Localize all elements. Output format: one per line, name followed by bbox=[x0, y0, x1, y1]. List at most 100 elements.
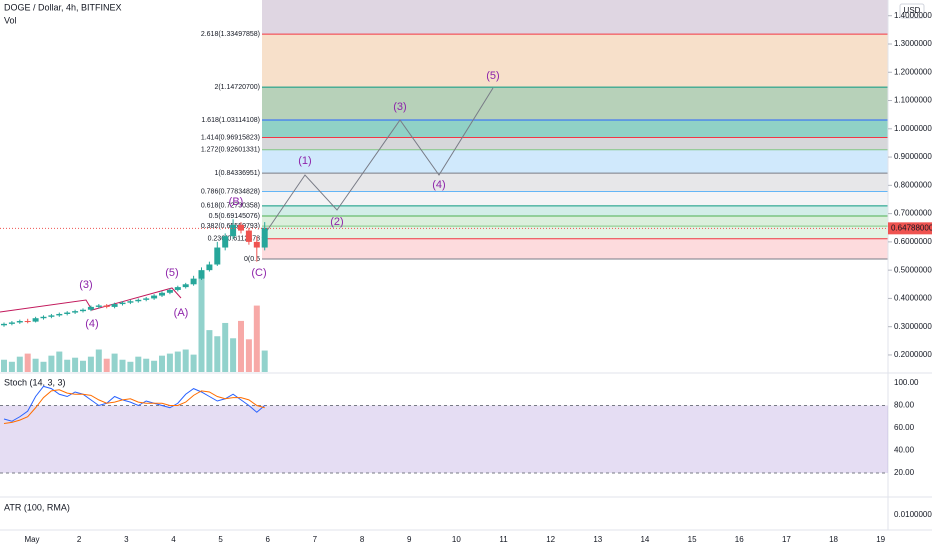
fib-zone bbox=[262, 137, 888, 150]
candle-body bbox=[103, 305, 110, 307]
candle-body bbox=[1, 323, 7, 326]
volume-bar bbox=[1, 359, 7, 372]
time-label: 5 bbox=[218, 535, 223, 544]
atr-tick-label: 0.01000000 bbox=[894, 510, 932, 519]
volume-bar bbox=[64, 359, 71, 372]
volume-bar bbox=[174, 351, 181, 372]
candle-body bbox=[64, 312, 71, 314]
stoch-band bbox=[0, 405, 888, 473]
fib-zone bbox=[262, 205, 888, 217]
candle-body bbox=[198, 270, 205, 279]
fib-label: 2(1.14720700) bbox=[214, 84, 260, 91]
time-label: 15 bbox=[688, 535, 697, 544]
time-label: 13 bbox=[593, 535, 602, 544]
volume-bar bbox=[135, 356, 142, 372]
fib-zone bbox=[262, 87, 888, 120]
fib-zone bbox=[262, 34, 888, 88]
volume-bar bbox=[261, 350, 268, 372]
stoch-k bbox=[3, 385, 266, 422]
candle-body bbox=[56, 313, 63, 316]
candle-body bbox=[48, 315, 55, 317]
wave-label: (B) bbox=[229, 196, 244, 208]
time-label: May bbox=[24, 535, 39, 544]
fib-label: 1.414(0.96915823) bbox=[201, 134, 260, 141]
fib-label: 0(0.5 bbox=[244, 256, 260, 263]
fib-label: 1.272(0.92601331) bbox=[201, 147, 260, 154]
volume-bar bbox=[40, 361, 47, 372]
candle-body bbox=[8, 322, 15, 324]
time-label: 14 bbox=[640, 535, 649, 544]
wave-label: (3) bbox=[79, 279, 92, 291]
candle-body bbox=[206, 264, 213, 271]
volume-bar bbox=[198, 278, 205, 372]
volume-bar bbox=[103, 358, 110, 372]
volume-label: Vol bbox=[4, 15, 17, 25]
symbol-title: DOGE / Dollar, 4h, BITFINEX bbox=[4, 2, 122, 12]
time-label: 3 bbox=[124, 535, 129, 544]
volume-bar bbox=[32, 358, 39, 372]
candle-body bbox=[238, 224, 244, 231]
candle-body bbox=[261, 227, 268, 248]
volume-bar bbox=[48, 355, 55, 372]
time-label: 11 bbox=[499, 535, 508, 544]
candle-body bbox=[159, 292, 165, 296]
fib-zone bbox=[262, 216, 888, 227]
volume-bar bbox=[214, 336, 221, 372]
time-label: 2 bbox=[77, 535, 82, 544]
time-label: 12 bbox=[546, 535, 555, 544]
time-label: 9 bbox=[407, 535, 412, 544]
time-label: 16 bbox=[735, 535, 744, 544]
candle-body bbox=[222, 236, 229, 248]
volume-bar bbox=[24, 353, 31, 372]
volume-bar bbox=[238, 320, 244, 372]
candle-body bbox=[151, 295, 158, 299]
candle-body bbox=[143, 298, 150, 300]
stoch-tick-label: 40.00 bbox=[894, 446, 915, 455]
volume-bar bbox=[222, 322, 229, 372]
volume-bar bbox=[159, 355, 165, 372]
currency-button[interactable] bbox=[899, 3, 925, 19]
candle-body bbox=[127, 301, 134, 303]
wave-label: (A) bbox=[174, 307, 189, 319]
candle-body bbox=[135, 299, 142, 302]
fib-zone bbox=[262, 226, 888, 239]
stoch-label: Stoch (14, 3, 3) bbox=[4, 377, 66, 387]
stoch-d bbox=[3, 389, 265, 424]
volume-bar bbox=[80, 360, 86, 372]
volume-bar bbox=[166, 353, 173, 372]
time-label: 18 bbox=[829, 535, 838, 544]
fib-label: 0.618(0.72730358) bbox=[201, 203, 260, 210]
stoch-tick-label: 60.00 bbox=[894, 423, 915, 432]
stoch-tick-label: 100.00 bbox=[894, 378, 919, 387]
volume-bar bbox=[151, 360, 158, 372]
fib-label: 1(0.84336951) bbox=[214, 170, 260, 177]
volume-bar bbox=[8, 361, 15, 372]
fib-zone bbox=[262, 0, 888, 35]
current-price-tag bbox=[888, 222, 932, 235]
candle-body bbox=[253, 241, 260, 248]
volume-bar bbox=[127, 361, 134, 372]
wave-label: (1) bbox=[298, 155, 311, 167]
volume-bar bbox=[87, 356, 94, 372]
volume-bar bbox=[16, 356, 23, 372]
fib-zone bbox=[262, 238, 888, 259]
fib-label: 1.618(1.03114108) bbox=[201, 117, 260, 124]
candle-body bbox=[80, 309, 86, 312]
currency[interactable]: USD bbox=[904, 6, 921, 15]
candle-body bbox=[95, 305, 102, 307]
time-label: 17 bbox=[782, 535, 791, 544]
candle-body bbox=[230, 224, 237, 237]
atr-label: ATR (100, RMA) bbox=[4, 502, 70, 512]
wave-label: (3) bbox=[393, 101, 406, 113]
candle-body bbox=[16, 321, 23, 323]
stoch-tick-label: 80.00 bbox=[894, 401, 915, 410]
fib-zone bbox=[262, 191, 888, 206]
